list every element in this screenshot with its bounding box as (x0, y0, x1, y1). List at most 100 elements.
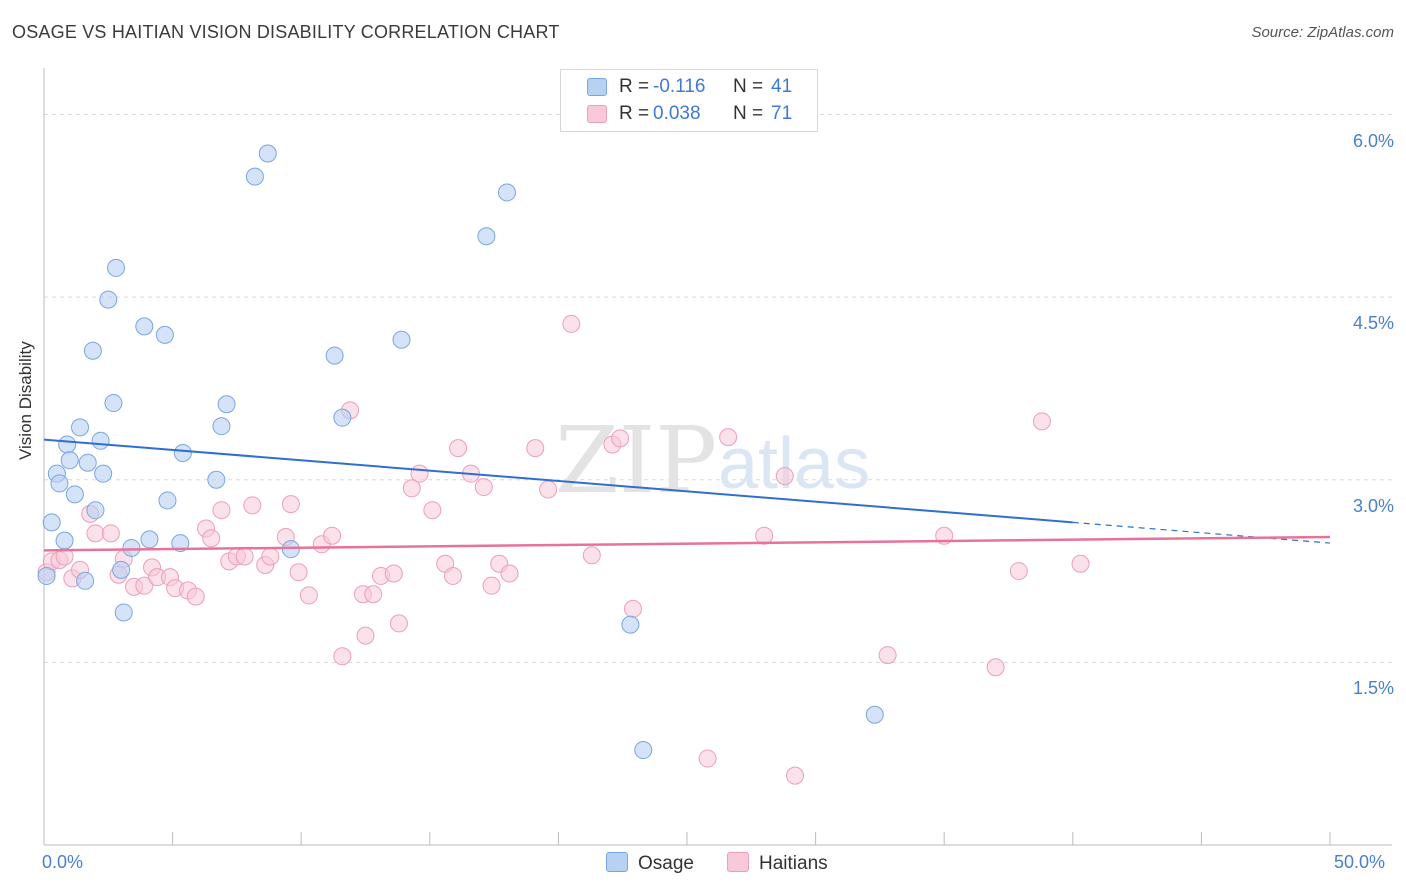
osage-point (83, 341, 102, 360)
osage-point (65, 485, 84, 504)
bottom-legend-haitians: Haitians (727, 852, 828, 875)
haitians-point (775, 467, 794, 486)
osage-point (86, 501, 105, 520)
source-credit: Source: ZipAtlas.com (1251, 24, 1394, 41)
watermark-zip: ZIP (555, 407, 717, 514)
haitians-point (474, 478, 493, 497)
haitians-point (289, 563, 308, 582)
osage-point (621, 615, 640, 634)
haitians-point (384, 564, 403, 583)
osage-swatch (587, 78, 607, 96)
haitians-point (1009, 562, 1028, 581)
x-tick-min: 0.0% (42, 852, 84, 872)
axes (43, 68, 1392, 846)
chart-title: OSAGE VS HAITIAN VISION DISABILITY CORRE… (12, 22, 560, 42)
osage-point (477, 227, 496, 246)
haitians-point (755, 526, 774, 545)
osage-point (76, 571, 95, 590)
haitians-point (101, 524, 120, 543)
osage-point (58, 435, 77, 454)
osage-point (158, 491, 177, 510)
haitians-point (212, 501, 231, 520)
watermark: ZIP atlas (555, 407, 870, 514)
osage-point (78, 453, 97, 472)
haitians-point (323, 526, 342, 545)
y-tick-label: 1.5% (1352, 678, 1394, 699)
haitians-point (364, 585, 383, 604)
osage-point (122, 538, 141, 557)
osage-point (634, 741, 653, 760)
osage-point (325, 346, 344, 365)
haitians-point (500, 564, 519, 583)
haitians-swatch (587, 105, 607, 123)
haitians-point (539, 480, 558, 499)
osage-point (245, 167, 264, 186)
legend-n-label: N = (733, 76, 764, 97)
haitians-point (482, 576, 501, 595)
osage-point (865, 705, 884, 724)
haitians-point (719, 428, 738, 447)
trend-lines (43, 438, 1331, 552)
haitians-point (449, 439, 468, 458)
haitians-point (235, 547, 254, 566)
osage-point (281, 540, 300, 559)
haitians-point (333, 647, 352, 666)
osage-point (212, 417, 231, 436)
haitians-legend-label: Haitians (759, 853, 828, 874)
haitians-point (86, 524, 105, 543)
haitians-point (562, 314, 581, 333)
osage-point (71, 418, 90, 437)
haitians-point (389, 614, 408, 633)
osage-point (55, 531, 74, 550)
osage-point (171, 534, 190, 553)
legend-r-value: 0.038 (653, 103, 701, 124)
haitians-point (698, 749, 717, 768)
osage-point (173, 443, 192, 462)
y-axis-label: Vision Disability (16, 341, 35, 460)
haitians-point (443, 566, 462, 585)
osage-point (104, 394, 123, 413)
haitians-point (356, 626, 375, 645)
osage-point (207, 470, 226, 489)
osage-point (155, 325, 174, 344)
haitians-point (611, 429, 630, 448)
haitians-point (526, 439, 545, 458)
y-tick-label: 3.0% (1352, 495, 1394, 516)
haitians-point (786, 766, 805, 785)
haitians-trend-line (43, 535, 1331, 552)
haitians-point (261, 547, 280, 566)
osage-point (107, 258, 126, 277)
haitians-point (202, 529, 221, 548)
haitians-legend-swatch (727, 852, 749, 872)
x-tick-max: 50.0% (1334, 852, 1386, 872)
legend-n-label: N = (733, 103, 764, 124)
haitians-point (1032, 412, 1051, 431)
haitians-point (623, 599, 642, 618)
haitians-point (423, 501, 442, 520)
haitians-point (186, 587, 205, 606)
osage-point (50, 474, 69, 493)
osage-point (258, 144, 277, 163)
grid-lines (44, 114, 1392, 663)
osage-point (37, 566, 56, 585)
legend-r-label: R = (619, 103, 650, 124)
watermark-atlas: atlas (718, 424, 870, 504)
osage-point (42, 513, 61, 532)
haitians-point (986, 658, 1005, 677)
haitians-point (281, 495, 300, 514)
osage-legend-label: Osage (638, 853, 694, 874)
osage-legend-swatch (606, 852, 628, 872)
osage-point (392, 330, 411, 349)
bottom-legend-osage: Osage (606, 852, 694, 875)
haitians-point (1071, 554, 1090, 573)
haitians-points (37, 314, 1090, 785)
haitians-point (410, 464, 429, 483)
osage-point (91, 431, 110, 450)
haitians-point (582, 546, 601, 565)
legend-n-value: 41 (771, 76, 793, 97)
osage-point (114, 603, 133, 622)
osage-point (140, 530, 159, 549)
osage-point (333, 408, 352, 427)
osage-point (94, 464, 113, 483)
